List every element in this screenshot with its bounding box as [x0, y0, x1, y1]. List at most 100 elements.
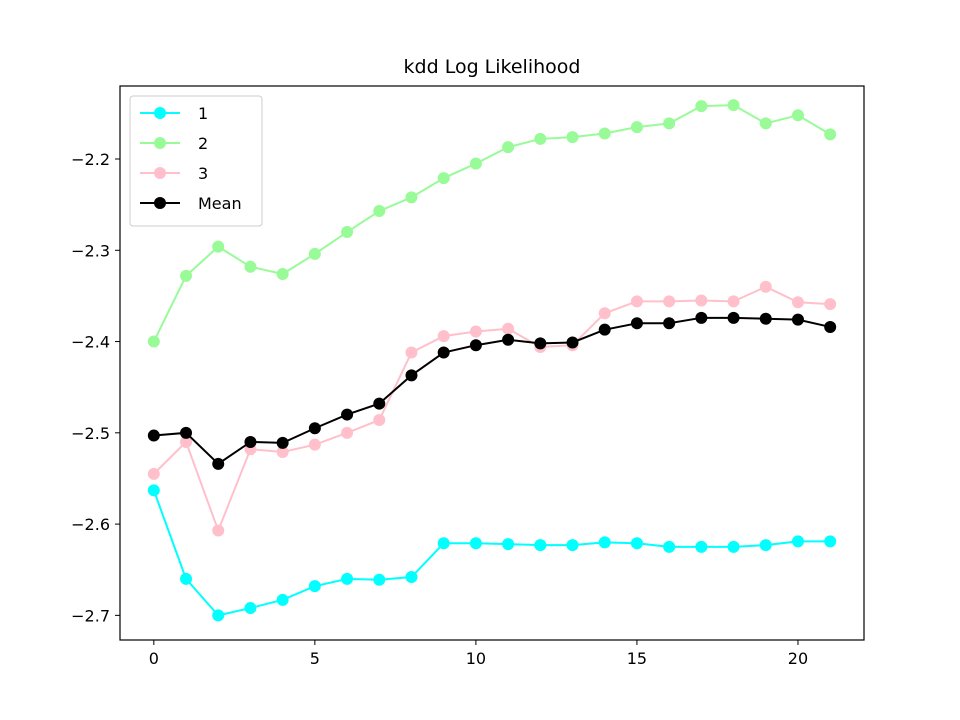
x-tick-label: 10 [466, 649, 486, 668]
data-point [276, 436, 289, 449]
series-line [152, 104, 831, 342]
data-point [244, 435, 257, 448]
data-point [791, 296, 804, 309]
data-point [469, 339, 482, 352]
data-point [791, 109, 804, 122]
data-point [598, 323, 611, 336]
y-tick-label: −2.5 [71, 424, 110, 443]
data-point [566, 131, 579, 144]
data-point [727, 295, 740, 308]
data-point [373, 573, 386, 586]
legend-marker [154, 167, 166, 179]
data-point [405, 191, 418, 204]
data-point [759, 539, 772, 552]
data-point [276, 268, 289, 281]
data-point [502, 333, 515, 346]
data-point [276, 445, 289, 458]
data-point [824, 535, 837, 548]
data-point [759, 312, 772, 325]
y-tick-label: −2.3 [71, 241, 110, 260]
data-point [405, 346, 418, 359]
data-point [405, 369, 418, 382]
x-tick-label: 15 [627, 649, 647, 668]
data-point [695, 294, 708, 307]
data-point [147, 484, 160, 497]
data-point [566, 336, 579, 349]
x-axis: 0 5 10 15 20 [149, 640, 808, 668]
data-point [630, 537, 643, 550]
axes-frame [119, 85, 865, 641]
series-line [153, 316, 831, 466]
chart-title: kdd Log Likelihood [404, 56, 581, 78]
data-point [373, 414, 386, 427]
data-point [598, 307, 611, 320]
legend-item: 3 [140, 164, 208, 183]
data-point [759, 117, 772, 130]
data-point [630, 121, 643, 134]
data-point [598, 127, 611, 140]
legend-label: 2 [198, 134, 208, 153]
data-point [437, 537, 450, 550]
data-point [791, 313, 804, 326]
data-point [824, 298, 837, 311]
series-2 [147, 99, 837, 348]
data-point [469, 157, 482, 170]
data-point [695, 540, 708, 553]
data-point [566, 539, 579, 552]
series-1 [147, 484, 837, 622]
data-point [341, 226, 354, 239]
data-point [502, 322, 515, 335]
x-tick-label: 0 [149, 649, 159, 668]
data-point [759, 280, 772, 293]
data-point [727, 540, 740, 553]
y-axis: −2.2 −2.3 −2.4 −2.5 −2.6 −2.7 [71, 150, 120, 625]
legend-item: 2 [140, 134, 208, 153]
series-mean [147, 311, 837, 470]
data-point [437, 172, 450, 185]
x-tick-label: 20 [788, 649, 808, 668]
data-point [630, 295, 643, 308]
data-point [791, 535, 804, 548]
data-point [824, 128, 837, 141]
legend-label: 1 [198, 104, 208, 123]
data-point [405, 571, 418, 584]
data-point [180, 435, 193, 448]
data-point [695, 100, 708, 113]
data-point [663, 540, 676, 553]
data-point [147, 429, 160, 442]
data-point [727, 311, 740, 324]
legend-marker [154, 197, 166, 209]
data-point [341, 572, 354, 585]
data-point [212, 524, 225, 537]
data-point [147, 467, 160, 480]
data-point [180, 572, 193, 585]
legend-label: 3 [198, 164, 208, 183]
data-point [147, 335, 160, 348]
legend-label: Mean [198, 194, 242, 213]
data-point [276, 593, 289, 606]
data-point [244, 602, 257, 615]
data-point [502, 141, 515, 154]
data-point [373, 397, 386, 410]
data-point [469, 325, 482, 338]
data-point [534, 539, 547, 552]
data-point [308, 422, 321, 435]
data-point [695, 311, 708, 324]
data-point [308, 580, 321, 593]
series-3 [147, 280, 837, 537]
y-tick-label: −2.4 [71, 333, 110, 352]
data-point [598, 536, 611, 549]
legend-marker [154, 107, 166, 119]
data-point [341, 426, 354, 439]
y-tick-label: −2.6 [71, 515, 110, 534]
data-point [534, 337, 547, 350]
series-line [153, 285, 831, 534]
data-point [212, 240, 225, 253]
data-point [341, 408, 354, 421]
series-layer [147, 99, 837, 622]
data-point [727, 99, 740, 112]
y-tick-label: −2.7 [71, 606, 110, 625]
data-point [630, 317, 643, 330]
data-point [824, 320, 837, 333]
